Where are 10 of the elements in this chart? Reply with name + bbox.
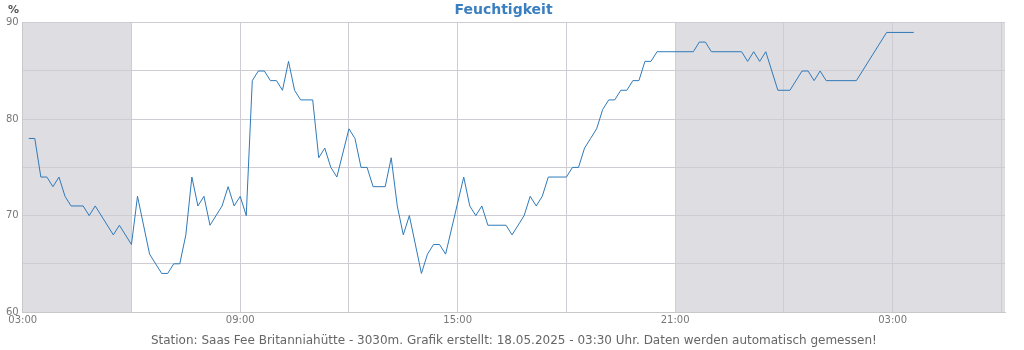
- x-tick-label: 15:00: [443, 313, 473, 325]
- x-tick-label: 03:00: [878, 313, 908, 325]
- x-tick-label: 09:00: [225, 313, 255, 325]
- x-tick-label: 21:00: [660, 313, 690, 325]
- y-tick-label: 70: [5, 209, 19, 221]
- chart-title: Feuchtigkeit: [454, 1, 553, 18]
- y-axis-title: %: [8, 3, 20, 16]
- y-tick-label: 90: [5, 16, 19, 28]
- text: Station: Saas Fee Britanniahütte - 3030m. Grafik erstellt: 18.05.2025 - 03:30 Uhr. Daten werden automatisch gemessen!: [150, 333, 877, 347]
- y-tick-label: 80: [5, 112, 19, 124]
